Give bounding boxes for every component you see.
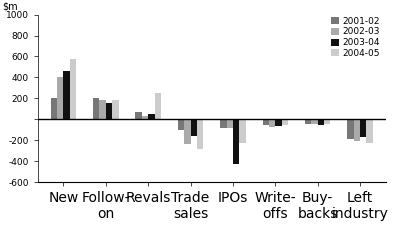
Bar xyxy=(324,119,330,123)
Bar xyxy=(184,119,191,145)
Bar xyxy=(148,114,154,119)
Bar xyxy=(239,119,246,143)
Bar xyxy=(282,119,288,125)
Bar xyxy=(360,119,366,137)
Bar xyxy=(51,98,57,119)
Bar xyxy=(191,119,197,136)
Bar xyxy=(93,98,99,119)
Bar xyxy=(178,119,184,130)
Bar xyxy=(57,77,64,119)
Legend: 2001-02, 2002-03, 2003-04, 2004-05: 2001-02, 2002-03, 2003-04, 2004-05 xyxy=(330,16,381,59)
Bar xyxy=(354,119,360,141)
Bar xyxy=(197,119,203,149)
Bar xyxy=(70,59,76,119)
Bar xyxy=(318,119,324,125)
Y-axis label: $m: $m xyxy=(2,1,18,11)
Bar xyxy=(154,93,161,119)
Bar xyxy=(135,112,142,119)
Bar xyxy=(347,119,354,139)
Bar xyxy=(112,100,119,119)
Bar xyxy=(269,119,276,127)
Bar xyxy=(142,116,148,119)
Bar xyxy=(311,119,318,123)
Bar xyxy=(233,119,239,164)
Bar xyxy=(220,119,227,128)
Bar xyxy=(262,119,269,125)
Bar xyxy=(366,119,373,143)
Bar xyxy=(227,119,233,128)
Bar xyxy=(99,100,106,119)
Bar xyxy=(305,119,311,124)
Bar xyxy=(106,103,112,119)
Bar xyxy=(64,71,70,119)
Bar xyxy=(276,119,282,126)
